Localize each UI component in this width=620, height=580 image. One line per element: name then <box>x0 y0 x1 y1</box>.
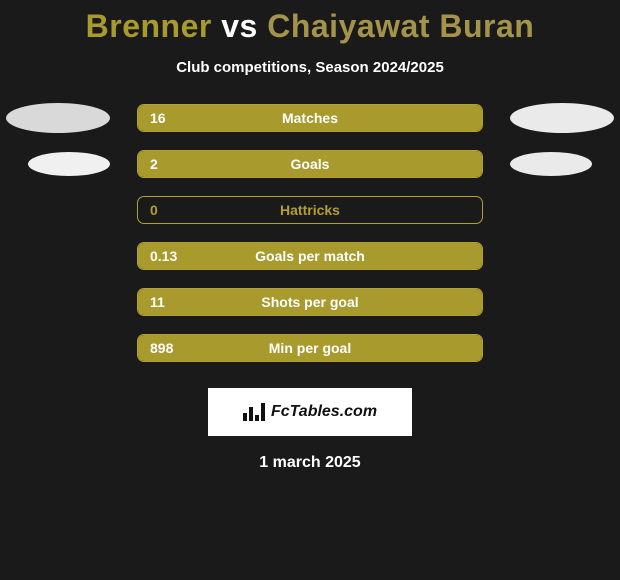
stat-bar: 0 Hattricks <box>137 196 483 224</box>
stat-label: Min per goal <box>269 335 351 361</box>
stat-label: Goals <box>291 151 330 177</box>
title: Brenner vs Chaiyawat Buran <box>0 0 620 45</box>
stat-row: 0 Hattricks <box>0 196 620 224</box>
stat-bar: 11 Shots per goal <box>137 288 483 316</box>
bar-track: 898 Min per goal <box>137 334 483 362</box>
stat-row: 11 Shots per goal <box>0 288 620 316</box>
stat-bar: 2 Goals <box>137 150 483 178</box>
stat-bar: 0.13 Goals per match <box>137 242 483 270</box>
stat-value: 0.13 <box>150 243 177 269</box>
source-badge: FcTables.com <box>208 388 412 436</box>
bar-track: 11 Shots per goal <box>137 288 483 316</box>
stat-label: Goals per match <box>255 243 365 269</box>
stat-label: Hattricks <box>280 197 340 223</box>
stat-value: 11 <box>150 289 165 315</box>
player2-ellipse <box>510 103 614 133</box>
player1-ellipse <box>28 152 110 176</box>
stat-bar: 16 Matches <box>137 104 483 132</box>
badge-text: FcTables.com <box>271 403 377 421</box>
vs-text: vs <box>221 8 258 44</box>
stat-row: 898 Min per goal <box>0 334 620 362</box>
bar-track: 16 Matches <box>137 104 483 132</box>
stat-value: 2 <box>150 151 158 177</box>
stat-label: Matches <box>282 105 338 131</box>
bar-track: 0.13 Goals per match <box>137 242 483 270</box>
stat-row: 2 Goals <box>0 150 620 178</box>
stat-value: 16 <box>150 105 166 131</box>
player2-name: Chaiyawat Buran <box>267 8 534 44</box>
infographic-container: Brenner vs Chaiyawat Buran Club competit… <box>0 0 620 580</box>
bar-track: 0 Hattricks <box>137 196 483 224</box>
date-text: 1 march 2025 <box>0 454 620 472</box>
stat-row: 0.13 Goals per match <box>0 242 620 270</box>
player2-ellipse <box>510 152 592 176</box>
player1-ellipse <box>6 103 110 133</box>
stat-row: 16 Matches <box>0 104 620 132</box>
bar-track: 2 Goals <box>137 150 483 178</box>
bar-chart-icon <box>243 403 265 421</box>
stats-list: 16 Matches 2 Goals 0 Hattricks 0.13 Goals per m… <box>0 104 620 362</box>
subtitle: Club competitions, Season 2024/2025 <box>0 59 620 76</box>
player1-name: Brenner <box>86 8 212 44</box>
stat-bar: 898 Min per goal <box>137 334 483 362</box>
stat-label: Shots per goal <box>261 289 358 315</box>
stat-value: 898 <box>150 335 173 361</box>
stat-value: 0 <box>150 197 158 223</box>
